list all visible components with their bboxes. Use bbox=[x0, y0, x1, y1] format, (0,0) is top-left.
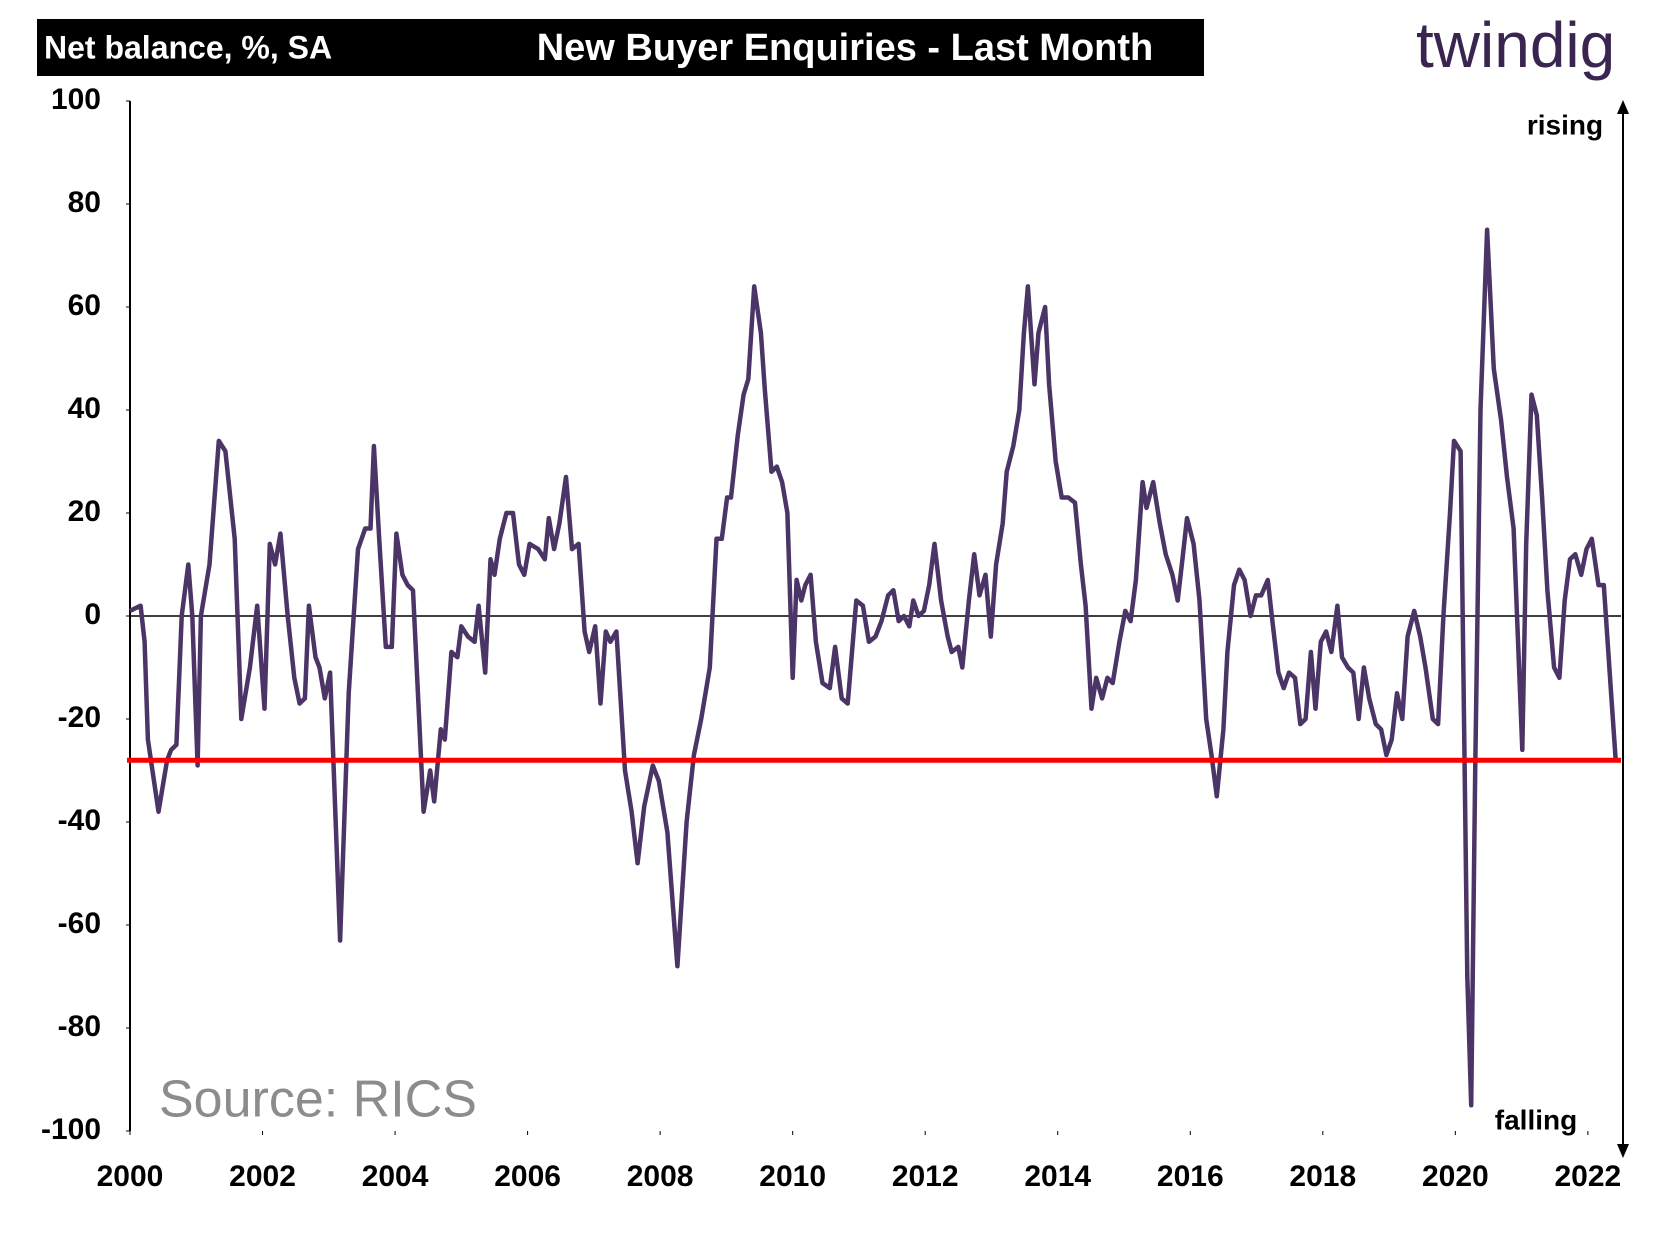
x-tick-label: 2020 bbox=[1422, 1160, 1489, 1193]
chart-subtitle: Net balance, %, SA bbox=[44, 29, 332, 65]
x-tick-label: 2012 bbox=[892, 1160, 959, 1193]
y-tick-label: 100 bbox=[51, 83, 101, 116]
data-line bbox=[129, 227, 1618, 1108]
x-tick-label: 2010 bbox=[759, 1160, 826, 1193]
y-tick-label: -40 bbox=[58, 804, 101, 837]
annotation: falling bbox=[1495, 1104, 1577, 1135]
chart-title: New Buyer Enquiries - Last Month bbox=[537, 27, 1154, 69]
arrow-head-up bbox=[1617, 100, 1629, 114]
x-tick-label: 2006 bbox=[494, 1160, 561, 1193]
x-tick-label: 2002 bbox=[229, 1160, 296, 1193]
y-tick-label: -20 bbox=[58, 701, 101, 734]
x-tick-label: 2022 bbox=[1554, 1160, 1621, 1193]
x-tick-label: 2008 bbox=[627, 1160, 694, 1193]
y-tick-label: -80 bbox=[58, 1010, 101, 1043]
x-tick-label: 2004 bbox=[362, 1160, 429, 1193]
logo: twindig bbox=[1416, 9, 1615, 81]
y-tick-label: 80 bbox=[68, 186, 101, 219]
y-tick-label: 20 bbox=[68, 495, 101, 528]
x-tick-label: 2000 bbox=[97, 1160, 164, 1193]
x-tick-label: 2016 bbox=[1157, 1160, 1224, 1193]
y-tick-label: 60 bbox=[68, 289, 101, 322]
y-tick-label: 40 bbox=[68, 392, 101, 425]
header-bar bbox=[37, 19, 1204, 76]
arrow-head-down bbox=[1617, 1144, 1629, 1158]
x-tick-label: 2018 bbox=[1289, 1160, 1356, 1193]
x-tick-label: 2014 bbox=[1024, 1160, 1091, 1193]
annotation: rising bbox=[1527, 109, 1603, 140]
y-tick-label: 0 bbox=[84, 598, 101, 631]
y-tick-label: -100 bbox=[41, 1113, 101, 1146]
y-tick-label: -60 bbox=[58, 907, 101, 940]
source: Source: RICS bbox=[159, 1071, 477, 1129]
